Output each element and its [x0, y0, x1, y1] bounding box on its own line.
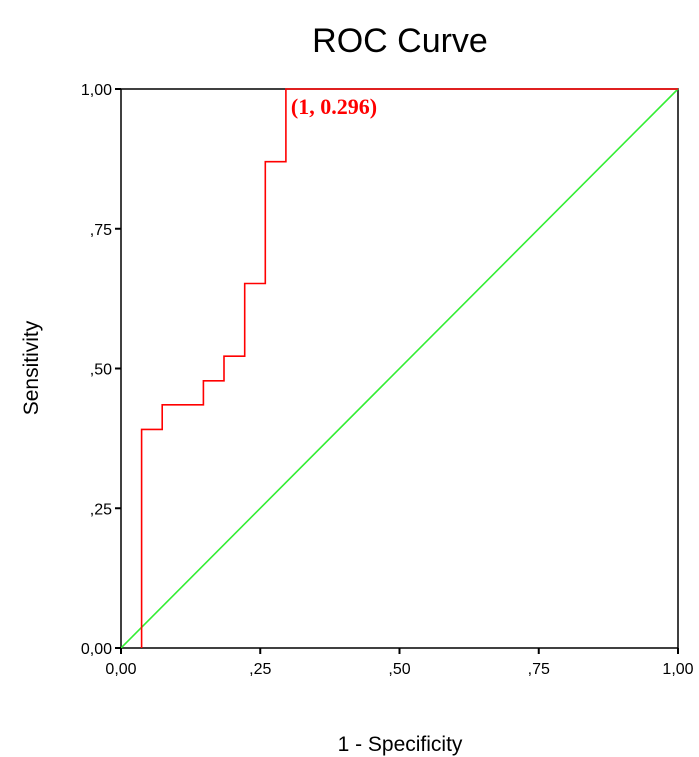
x-tick-label: ,50 — [388, 661, 410, 678]
roc-curve-line — [140, 88, 678, 648]
y-tick-label: 1,00 — [81, 82, 112, 99]
y-axis-label: Sensitivity — [20, 320, 43, 415]
plot-area — [120, 88, 679, 649]
x-axis-label: 1 - Specificity — [338, 733, 463, 756]
y-tick-label: 0,00 — [81, 641, 112, 658]
x-axis: 0,00 ,25 ,50 ,75 1,00 — [105, 648, 694, 678]
annotations-layer: (1, 0.296) — [291, 94, 377, 119]
series-layer — [120, 88, 679, 649]
y-tick-label: ,25 — [90, 501, 112, 518]
y-axis: 0,00 ,25 ,50 ,75 1,00 — [81, 82, 121, 658]
x-tick-label: ,75 — [528, 661, 550, 678]
x-tick-label: ,25 — [249, 661, 271, 678]
x-tick-label: 1,00 — [662, 661, 693, 678]
chart-title: ROC Curve — [312, 22, 488, 60]
x-tick-label: 0,00 — [105, 661, 136, 678]
reference-diagonal-line — [120, 88, 679, 649]
annotation-label: (1, 0.296) — [291, 94, 377, 119]
y-tick-label: ,75 — [90, 222, 112, 239]
y-tick-label: ,50 — [90, 362, 112, 379]
